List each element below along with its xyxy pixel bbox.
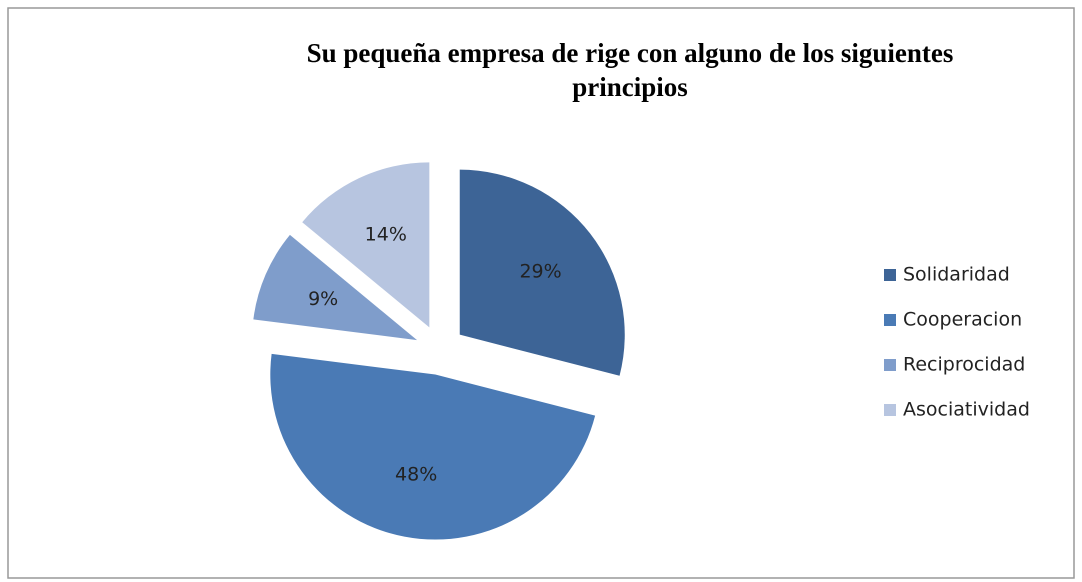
pie-slice xyxy=(459,169,625,376)
data-label: 48% xyxy=(395,464,437,486)
legend-swatch xyxy=(884,359,896,371)
legend-swatch xyxy=(884,269,896,281)
data-label: 9% xyxy=(308,288,338,310)
data-label: 29% xyxy=(519,260,561,282)
pie-slice xyxy=(270,353,596,540)
legend-swatch xyxy=(884,404,896,416)
pie-slice xyxy=(302,162,430,328)
chart-border xyxy=(7,7,1075,579)
chart-title: Su pequeña empresa de rige con alguno de… xyxy=(306,38,954,102)
data-label: 14% xyxy=(365,223,407,245)
legend-label: Solidaridad xyxy=(903,264,1010,286)
pie-slice xyxy=(253,234,418,341)
legend-label: Reciprocidad xyxy=(903,354,1025,376)
legend-label: Asociatividad xyxy=(903,399,1030,421)
legend-swatch xyxy=(884,314,896,326)
legend-label: Cooperacion xyxy=(903,309,1022,331)
